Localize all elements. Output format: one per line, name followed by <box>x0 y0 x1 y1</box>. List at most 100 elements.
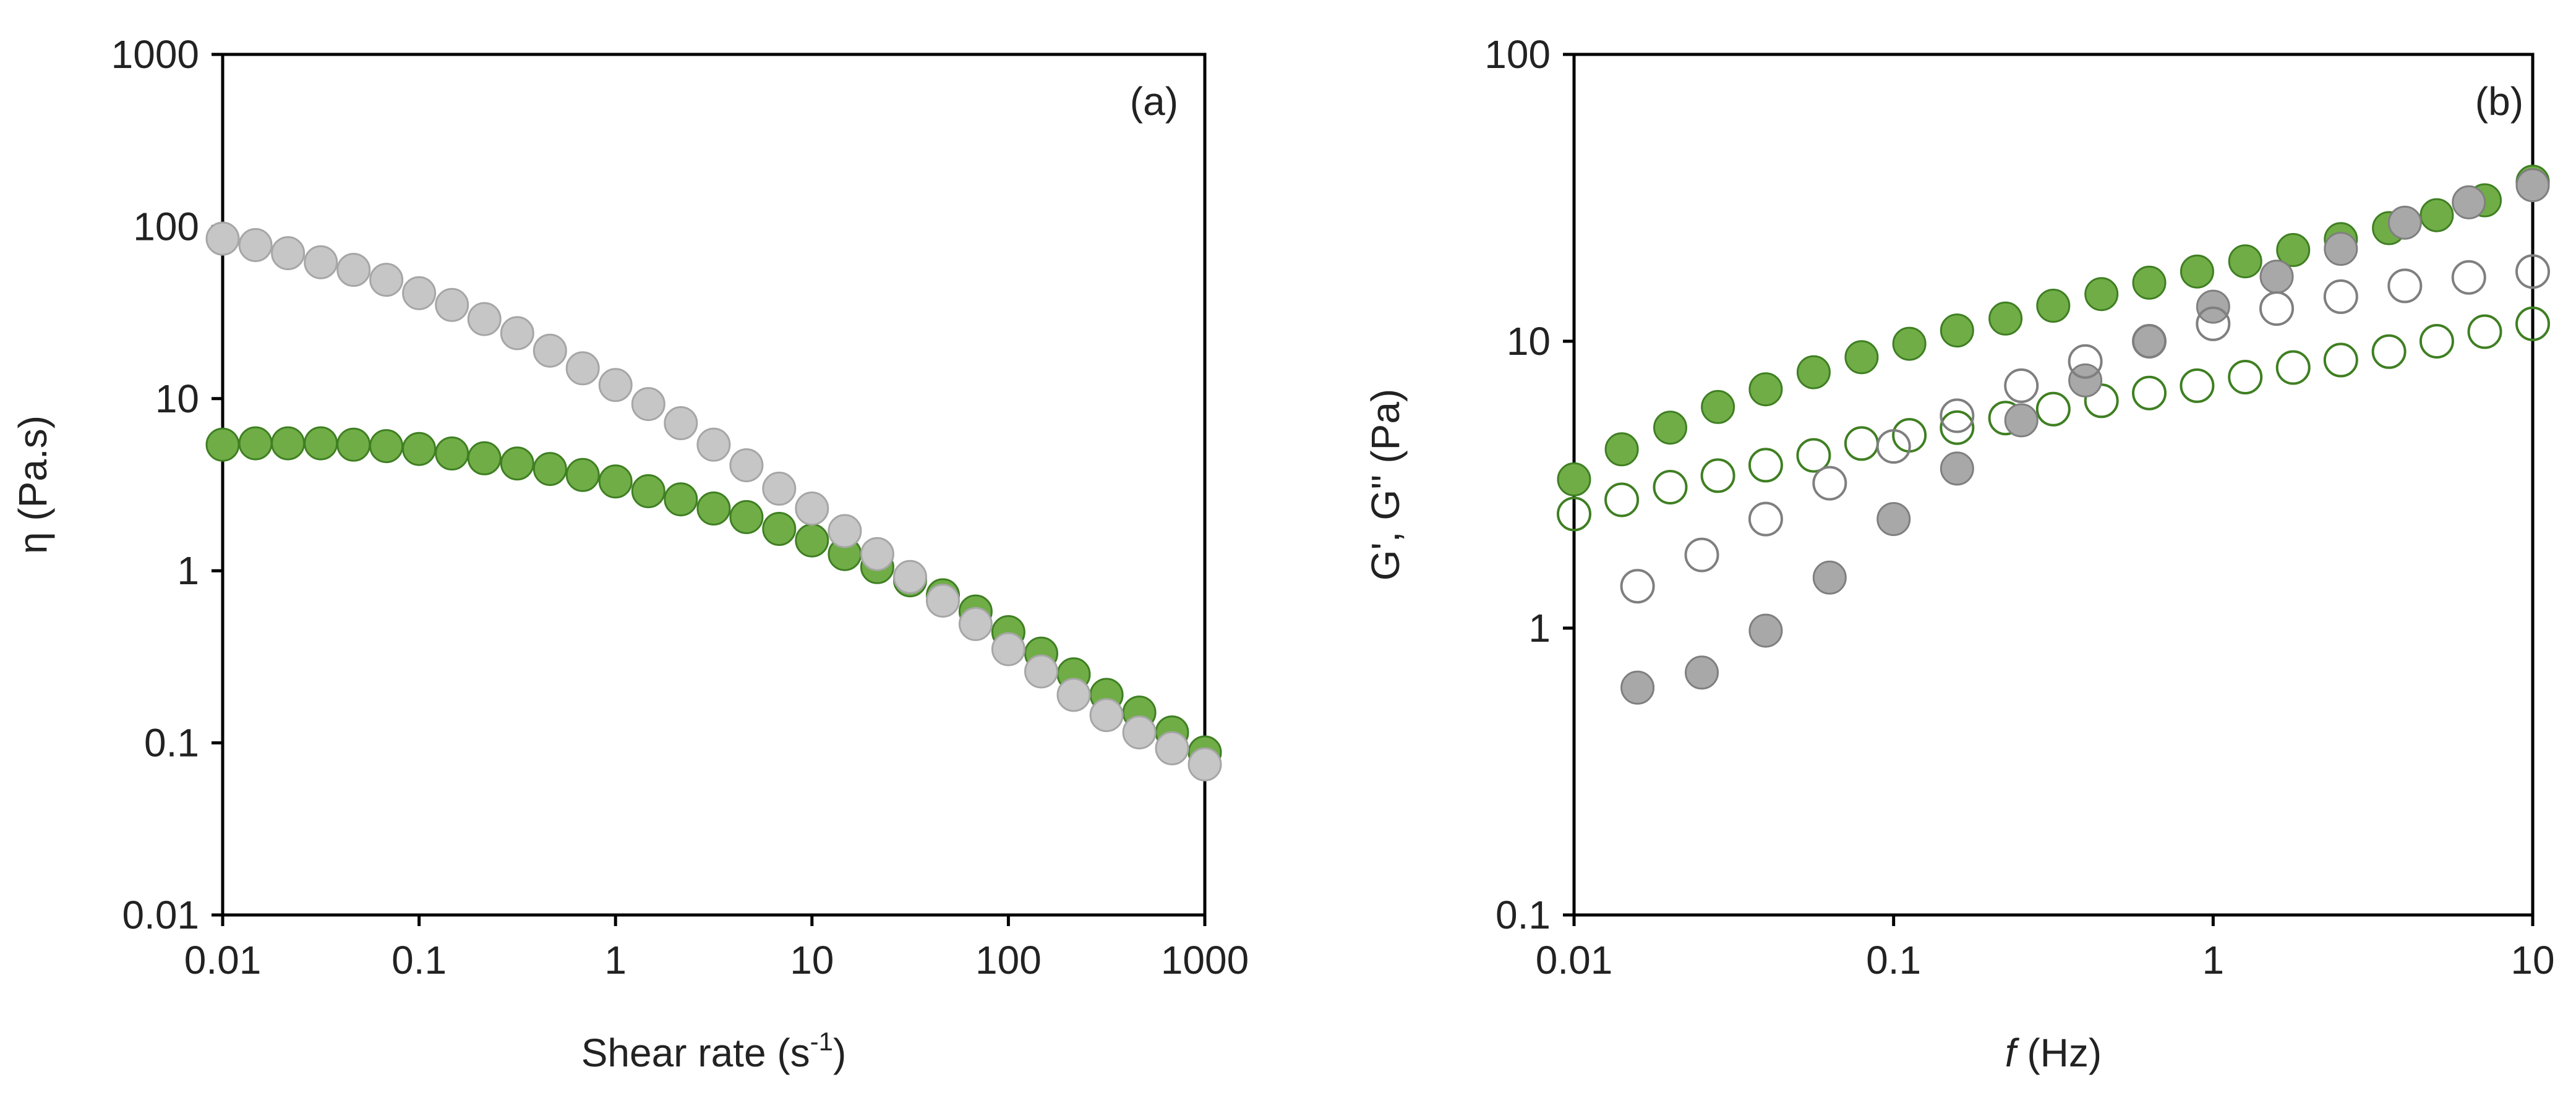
panel-b-series-2-point <box>2035 391 2071 427</box>
panel-a-series-1-point <box>729 500 764 534</box>
panel-b-series-1-point <box>1604 432 1639 467</box>
panel-a-series-2-point <box>271 236 306 270</box>
panel-a-series-1-point <box>435 436 469 470</box>
panel-b-series-2-point <box>2515 306 2550 341</box>
panel-b-x-tick-label: 0.1 <box>1866 938 1921 982</box>
panel-b-series-4-point <box>2196 306 2231 341</box>
panel-b-y-tick-label: 100 <box>1484 32 1551 77</box>
panel-b-series-3-point <box>1876 502 1911 537</box>
panel-b-series-4-point <box>2451 260 2486 295</box>
panel-a-chart: 0.01 0.1 1 10 100 1000 0.01 0.1 1 10 100 1000 (a) S… <box>11 32 1249 1075</box>
panel-b-series-3-point <box>2515 168 2550 203</box>
panel-a-series-2-point <box>435 287 469 322</box>
panel-a-series-1-point <box>762 512 797 546</box>
panel-b-marks <box>1557 164 2550 705</box>
panel-b-series-3-point <box>2452 185 2486 219</box>
panel-b-series-1-point <box>1892 326 1927 361</box>
panel-b-y-tick-label: 1 <box>1528 606 1551 650</box>
panel-b-series-1-point <box>2228 244 2262 279</box>
panel-a-series-2-point <box>1122 715 1157 750</box>
panel-b-series-4-point <box>1748 501 1783 537</box>
panel-b-series-2-point <box>1940 410 1975 445</box>
panel-a-series-2-point <box>860 537 894 571</box>
panel-a-y-tick-label: 0.01 <box>122 893 199 937</box>
panel-b-series-3-point <box>2259 260 2294 294</box>
panel-b-series-4-point <box>2515 254 2550 289</box>
panel-b-series-2-point <box>1557 496 1591 532</box>
panel-a-series-1-point <box>631 474 665 508</box>
panel-b-series-4-point <box>1876 429 1911 464</box>
panel-b-series-4-point <box>2004 368 2039 403</box>
panel-a-series-2-point <box>1056 678 1091 712</box>
panel-b-series-1-point <box>1844 340 1879 375</box>
panel-b-series-4-point <box>2132 324 2167 359</box>
panel-b-series-2-point <box>1604 482 1640 517</box>
panel-a-series-1-point <box>369 429 404 464</box>
panel-a-series-1-point <box>304 426 338 461</box>
panel-a-series-1-point <box>565 457 600 492</box>
panel-a-series-1-point <box>500 446 534 481</box>
panel-a-series-2-point <box>1024 654 1058 689</box>
panel-b-series-1-point <box>1701 389 1735 424</box>
panel-a-ticks: 0.01 0.1 1 10 100 1000 0.01 0.1 1 10 100 1000 <box>111 32 1249 982</box>
panel-b-x-tick-label: 0.01 <box>1536 938 1613 982</box>
panel-a-series-2-point <box>598 368 633 402</box>
panel-b-series-2-point <box>2371 334 2407 369</box>
panel-a-series-2-point <box>1155 731 1189 765</box>
panel-b-series-1-point <box>2180 254 2214 289</box>
panel-b-series-1-point <box>1653 410 1687 445</box>
panel-b-series-3-point <box>1940 451 1974 486</box>
panel-a-series-2-point <box>565 351 600 386</box>
panel-a-series-1-point <box>467 441 502 475</box>
panel-b-series-1-point <box>1796 355 1831 389</box>
panel-a-series-2-point <box>369 263 404 297</box>
panel-a-series-2-point <box>991 632 1025 666</box>
panel-b-y-tick-label: 0.1 <box>1496 893 1551 937</box>
panel-b-x-tick-label: 10 <box>2510 938 2554 982</box>
panel-a-series-2-point <box>467 302 502 336</box>
panel-b-series-3-point <box>2004 403 2039 438</box>
panel-b-series-1-point <box>2036 289 2071 323</box>
panel-a-series-2-point <box>958 606 993 641</box>
panel-a-series-1-point <box>238 426 273 461</box>
panel-a-series-1-point <box>598 464 633 499</box>
panel-a-series-1-point <box>205 427 240 462</box>
panel-b-x-tick-label: 1 <box>2202 938 2225 982</box>
panel-b-series-1-point <box>2420 198 2454 232</box>
panel-b-y-axis-title: G', G'' (Pa) <box>1363 389 1408 581</box>
panel-b-series-1-point <box>1557 462 1591 496</box>
panel-a-series-2-point <box>238 228 273 262</box>
panel-b-series-4-point <box>1812 466 1847 501</box>
panel-b-series-1-point <box>2276 232 2311 267</box>
panel-a-series-2-point <box>1089 698 1124 733</box>
panel-b-series-2-point <box>2275 350 2311 385</box>
panel-b-series-2-point <box>2419 324 2454 359</box>
panel-b-series-4-point <box>1684 537 1719 572</box>
panel-b-series-1-point <box>1988 301 2023 336</box>
panel-a-x-tick-label: 1 <box>604 938 627 982</box>
panel-b-series-2-point <box>2228 360 2263 394</box>
panel-b-series-3-point <box>1685 655 1719 690</box>
panel-a-series-2-point <box>795 491 829 525</box>
panel-a-series-1-point <box>696 491 731 525</box>
panel-a-x-tick-label: 1000 <box>1161 938 1249 982</box>
panel-b-series-2-point <box>2323 342 2358 378</box>
panel-b-series-3-point <box>2068 363 2103 398</box>
panel-b-series-4-point <box>2387 268 2423 304</box>
panel-a-plot-area <box>221 53 1207 917</box>
panel-b-series-2-point <box>2467 314 2502 349</box>
panel-b-series-1-point <box>2132 265 2167 300</box>
panel-b-series-2-point <box>1653 470 1688 504</box>
panel-b-series-3-point <box>1748 613 1783 648</box>
panel-a-series-1-point <box>533 452 567 487</box>
panel-b-series-2-point <box>2180 368 2215 403</box>
panel-a-y-tick-label: 10 <box>155 376 199 421</box>
panel-a-x-tick-label: 100 <box>975 938 1042 982</box>
panel-a-x-tick-label: 0.01 <box>184 938 262 982</box>
panel-a-series-2-point <box>304 245 338 279</box>
panel-a-y-axis-title: η (Pa.s) <box>11 415 55 554</box>
panel-a-series-2-point <box>402 276 437 310</box>
panel-a-x-axis-title: Shear rate (s-1) <box>581 1027 847 1075</box>
panel-a-series-2-point <box>205 221 240 256</box>
